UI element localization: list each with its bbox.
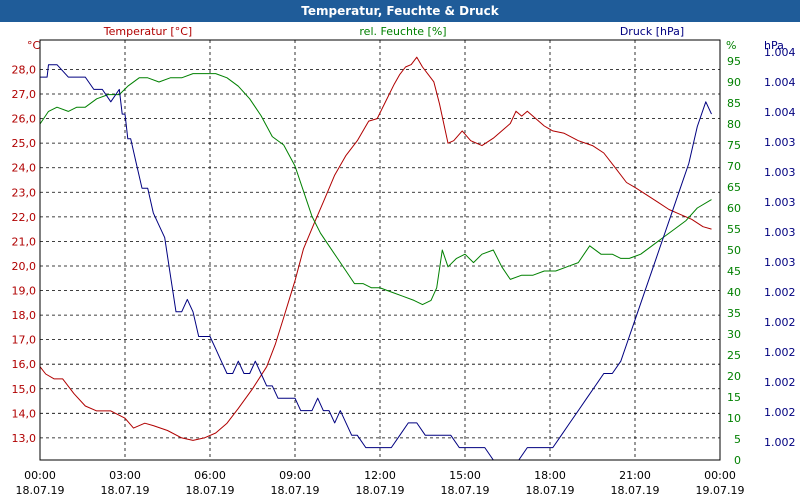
pressure-tick-label: 1.002 bbox=[764, 376, 796, 389]
humidity-tick-label: 35 bbox=[727, 307, 741, 320]
humidity-unit-label: % bbox=[726, 39, 736, 52]
x-tick-date: 18.07.19 bbox=[186, 484, 235, 497]
temperature-tick-label: 14,0 bbox=[12, 407, 37, 420]
temperature-tick-label: 22,0 bbox=[12, 211, 37, 224]
temperature-tick-label: 18,0 bbox=[12, 309, 37, 322]
humidity-tick-label: 40 bbox=[727, 286, 741, 299]
humidity-tick-label: 60 bbox=[727, 202, 741, 215]
x-tick-time: 21:00 bbox=[619, 469, 651, 482]
x-tick-date: 19.07.19 bbox=[696, 484, 745, 497]
temperature-series-line bbox=[39, 56, 712, 441]
temperature-tick-label: 17,0 bbox=[12, 334, 37, 347]
temperature-tick-label: 13,0 bbox=[12, 432, 37, 445]
chart-title: Temperatur, Feuchte & Druck bbox=[301, 4, 499, 18]
title-bar bbox=[0, 0, 800, 22]
x-tick-date: 18.07.19 bbox=[611, 484, 660, 497]
x-tick-date: 18.07.19 bbox=[441, 484, 490, 497]
pressure-tick-label: 1.002 bbox=[764, 346, 796, 359]
x-tick-time: 00:00 bbox=[704, 469, 736, 482]
humidity-tick-label: 25 bbox=[727, 349, 741, 362]
x-tick-time: 18:00 bbox=[534, 469, 566, 482]
humidity-tick-label: 45 bbox=[727, 265, 741, 278]
pressure-tick-label: 1.004 bbox=[764, 76, 796, 89]
pressure-tick-label: 1.003 bbox=[764, 196, 796, 209]
humidity-tick-label: 75 bbox=[727, 139, 741, 152]
humidity-tick-label: 55 bbox=[727, 223, 741, 236]
pressure-tick-label: 1.002 bbox=[764, 316, 796, 329]
x-tick-date: 18.07.19 bbox=[526, 484, 575, 497]
pressure-tick-label: 1.004 bbox=[764, 46, 796, 59]
pressure-tick-label: 1.002 bbox=[764, 286, 796, 299]
humidity-tick-label: 10 bbox=[727, 412, 741, 425]
humidity-legend: rel. Feuchte [%] bbox=[359, 25, 446, 38]
x-tick-time: 00:00 bbox=[24, 469, 56, 482]
temperature-tick-label: 27,0 bbox=[12, 88, 37, 101]
x-tick-date: 18.07.19 bbox=[101, 484, 150, 497]
humidity-tick-label: 30 bbox=[727, 328, 741, 341]
humidity-tick-label: 65 bbox=[727, 181, 741, 194]
temperature-tick-label: 23,0 bbox=[12, 186, 37, 199]
pressure-tick-label: 1.003 bbox=[764, 166, 796, 179]
humidity-tick-label: 90 bbox=[727, 76, 741, 89]
x-tick-time: 15:00 bbox=[449, 469, 481, 482]
humidity-tick-label: 70 bbox=[727, 160, 741, 173]
pressure-series-line bbox=[40, 64, 712, 461]
pressure-unit-label: hPa bbox=[764, 39, 784, 52]
humidity-tick-label: 15 bbox=[727, 391, 741, 404]
temperature-tick-label: 21,0 bbox=[12, 235, 37, 248]
x-tick-time: 09:00 bbox=[279, 469, 311, 482]
pressure-tick-label: 1.002 bbox=[764, 436, 796, 449]
pressure-tick-label: 1.003 bbox=[764, 136, 796, 149]
x-tick-date: 18.07.19 bbox=[16, 484, 65, 497]
humidity-tick-label: 0 bbox=[734, 454, 741, 467]
plot-frame bbox=[39, 39, 721, 461]
humidity-tick-label: 80 bbox=[727, 118, 741, 131]
temperature-tick-label: 15,0 bbox=[12, 383, 37, 396]
pressure-legend: Druck [hPa] bbox=[620, 25, 684, 38]
temperature-tick-label: 16,0 bbox=[12, 358, 37, 371]
temperature-legend: Temperatur [°C] bbox=[103, 25, 192, 38]
pressure-tick-label: 1.003 bbox=[764, 226, 796, 239]
x-tick-time: 03:00 bbox=[109, 469, 141, 482]
temperature-tick-label: 24,0 bbox=[12, 162, 37, 175]
pressure-tick-label: 1.003 bbox=[764, 256, 796, 269]
temperature-tick-label: 28,0 bbox=[12, 63, 37, 76]
temperature-tick-label: 25,0 bbox=[12, 137, 37, 150]
pressure-tick-label: 1.002 bbox=[764, 406, 796, 419]
x-tick-date: 18.07.19 bbox=[271, 484, 320, 497]
pressure-tick-label: 1.004 bbox=[764, 106, 796, 119]
humidity-tick-label: 20 bbox=[727, 370, 741, 383]
humidity-tick-label: 95 bbox=[727, 55, 741, 68]
humidity-tick-label: 85 bbox=[727, 97, 741, 110]
temperature-tick-label: 20,0 bbox=[12, 260, 37, 273]
temperature-tick-label: 19,0 bbox=[12, 285, 37, 298]
temperature-unit-label: °C bbox=[27, 39, 41, 52]
humidity-tick-label: 5 bbox=[734, 433, 741, 446]
x-tick-date: 18.07.19 bbox=[356, 484, 405, 497]
x-tick-time: 12:00 bbox=[364, 469, 396, 482]
humidity-tick-label: 50 bbox=[727, 244, 741, 257]
humidity-series-line bbox=[39, 73, 712, 306]
x-tick-time: 06:00 bbox=[194, 469, 226, 482]
temperature-tick-label: 26,0 bbox=[12, 113, 37, 126]
